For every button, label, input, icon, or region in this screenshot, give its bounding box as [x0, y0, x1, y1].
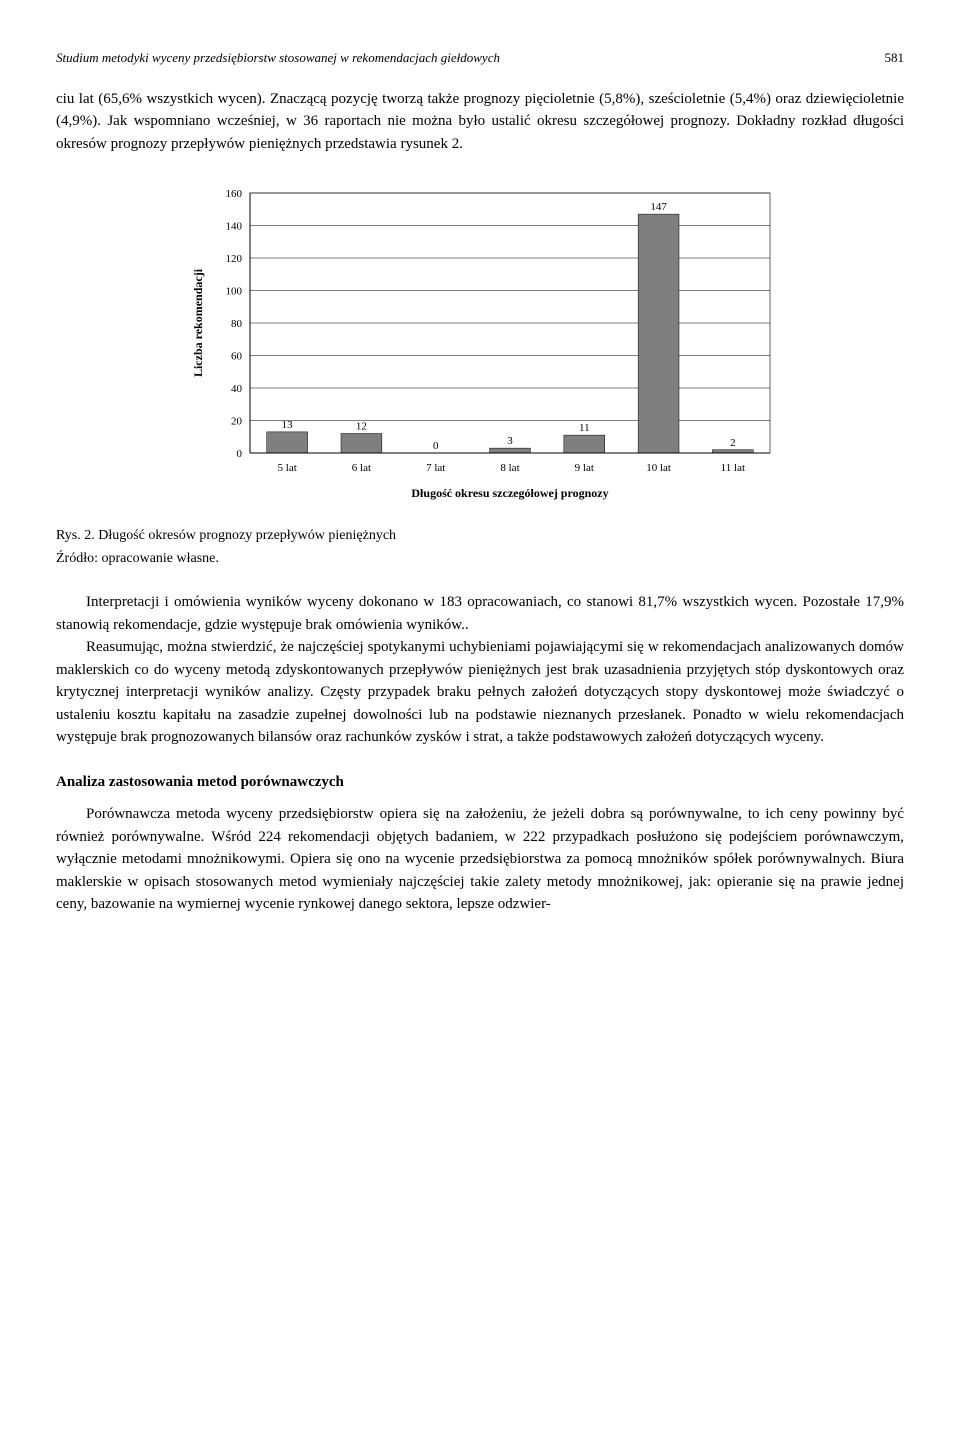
- svg-text:Długość okresu szczegółowej pr: Długość okresu szczegółowej prognozy: [411, 486, 608, 500]
- svg-text:120: 120: [226, 253, 243, 265]
- running-head-title: Studium metodyki wyceny przedsiębiorstw …: [56, 48, 500, 68]
- svg-text:9 lat: 9 lat: [575, 462, 594, 474]
- page-number: 581: [885, 48, 905, 68]
- svg-text:11: 11: [579, 422, 590, 434]
- section-heading-comparative: Analiza zastosowania metod porównawczych: [56, 771, 904, 794]
- svg-text:11 lat: 11 lat: [721, 462, 745, 474]
- figure-caption: Rys. 2. Długość okresów prognozy przepły…: [56, 525, 904, 546]
- svg-text:13: 13: [282, 419, 294, 431]
- svg-text:8 lat: 8 lat: [500, 462, 519, 474]
- svg-text:Liczba rekomendacji: Liczba rekomendacji: [191, 268, 205, 377]
- svg-text:0: 0: [237, 448, 243, 460]
- svg-text:100: 100: [226, 286, 243, 298]
- svg-text:60: 60: [231, 351, 243, 363]
- svg-text:20: 20: [231, 416, 243, 428]
- paragraph-3: Reasumując, można stwierdzić, że najczęś…: [56, 636, 904, 749]
- svg-text:10 lat: 10 lat: [646, 462, 671, 474]
- svg-text:147: 147: [650, 201, 667, 213]
- paragraph-1: ciu lat (65,6% wszystkich wycen). Znaczą…: [56, 88, 904, 156]
- svg-text:2: 2: [730, 437, 736, 449]
- paragraph-4: Porównawcza metoda wyceny przedsiębiorst…: [56, 803, 904, 916]
- svg-text:160: 160: [226, 188, 243, 200]
- bar-chart-svg: 0 20 40 60 80 100 120 140 160 13 5 lat 12 6 lat 0 7 la…: [180, 183, 780, 513]
- svg-text:0: 0: [433, 440, 439, 452]
- svg-text:3: 3: [507, 435, 513, 447]
- svg-text:80: 80: [231, 318, 243, 330]
- svg-text:5 lat: 5 lat: [278, 462, 297, 474]
- svg-text:140: 140: [226, 221, 243, 233]
- svg-text:12: 12: [356, 421, 367, 433]
- figure-source: Źródło: opracowanie własne.: [56, 548, 904, 569]
- svg-text:6 lat: 6 lat: [352, 462, 371, 474]
- svg-text:7 lat: 7 lat: [426, 462, 445, 474]
- paragraph-2: Interpretacji i omówienia wyników wyceny…: [56, 591, 904, 636]
- running-head: Studium metodyki wyceny przedsiębiorstw …: [56, 48, 904, 68]
- svg-text:40: 40: [231, 383, 243, 395]
- chart-forecast-length: 0 20 40 60 80 100 120 140 160 13 5 lat 12 6 lat 0 7 la…: [160, 183, 800, 513]
